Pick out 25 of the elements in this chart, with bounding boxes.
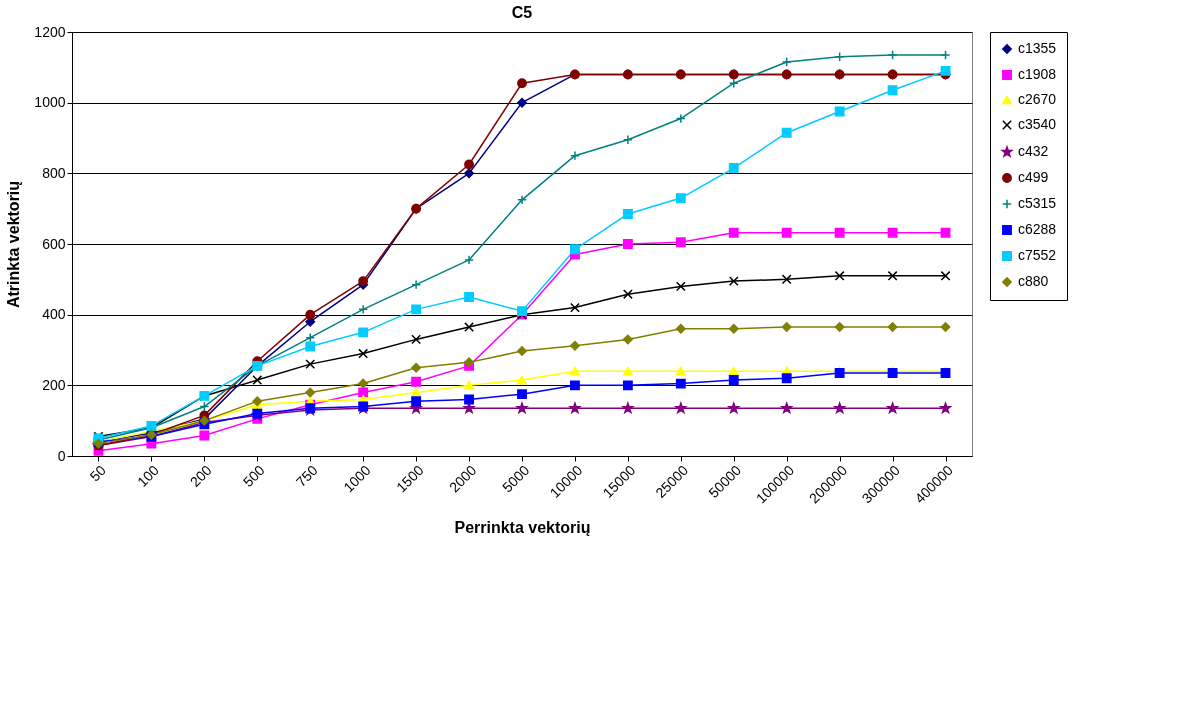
y-tick-label: 400: [42, 306, 66, 323]
legend-label: c6288: [1018, 221, 1057, 237]
y-tick-label: 1000: [34, 94, 66, 111]
x-tick-label: 100: [133, 461, 162, 490]
y-tick-label: 200: [42, 376, 66, 393]
x-tick-label: 50: [86, 461, 110, 485]
legend-label: c880: [1018, 273, 1049, 289]
y-tick-label: 1200: [34, 23, 66, 40]
legend-label: c499: [1018, 169, 1049, 185]
legend-label: c7552: [1018, 247, 1057, 263]
legend-label: c2670: [1018, 91, 1057, 107]
x-tick-label: 500: [239, 461, 268, 490]
legend-label: c1355: [1018, 40, 1057, 56]
y-tick-label: 800: [42, 164, 66, 181]
legend-label: c1908: [1018, 66, 1057, 82]
y-tick-label: 0: [57, 447, 66, 464]
legend-label: c5315: [1018, 195, 1057, 211]
y-axis-title: Atrinkta vektorių: [5, 180, 23, 309]
x-axis-title: Perrinkta vektorių: [454, 519, 591, 537]
x-tick-label: 200: [186, 461, 215, 490]
chart-title: C5: [511, 4, 533, 21]
x-tick-label: 750: [292, 461, 321, 490]
legend-label: c432: [1018, 143, 1049, 159]
y-tick-label: 600: [42, 235, 66, 252]
legend-label: c3540: [1018, 116, 1057, 132]
